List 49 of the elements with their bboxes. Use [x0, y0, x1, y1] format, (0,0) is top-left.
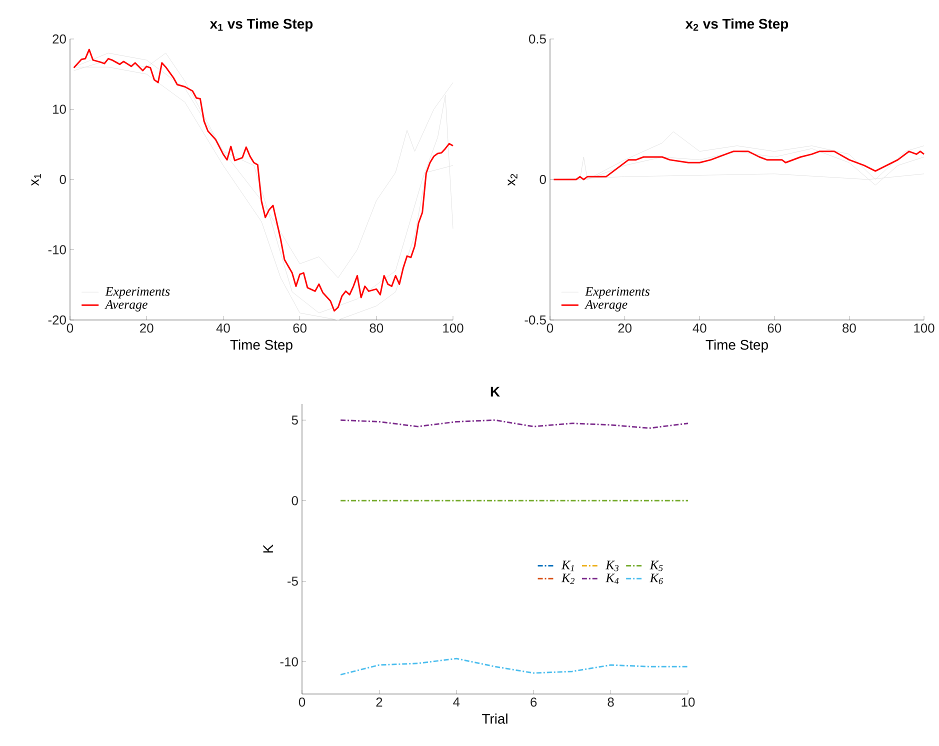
y-tick-label: 0: [540, 174, 546, 184]
x-tick-label: 40: [216, 324, 230, 333]
legend-label: Experiments: [105, 287, 170, 298]
x-tick-label: 20: [618, 324, 632, 333]
x-tick-label: 20: [140, 324, 154, 333]
legend-label: K$_{4}$: [606, 574, 619, 584]
x-tick-label: 40: [692, 324, 706, 333]
y-tick-label: 0.5: [528, 34, 546, 44]
x-tick-label: 80: [842, 324, 856, 333]
x-tick-label: 10: [682, 698, 695, 707]
x-axis-title: Time Step: [706, 340, 768, 353]
legend-label: K$_{6}$: [650, 574, 663, 584]
y-axis-title: x$_{1}$: [31, 174, 41, 186]
y-tick-label: 10: [53, 104, 66, 114]
legend-label: K$_{1}$: [561, 560, 574, 572]
legend-label: K$_{2}$: [561, 574, 575, 584]
legend-label: K$_{3}$: [606, 560, 619, 572]
legend-label: Average: [104, 300, 148, 312]
x-tick-label: 4: [453, 698, 460, 706]
legend-label: K$_{5}$: [650, 560, 663, 572]
legend-label: Experiments: [585, 287, 650, 298]
y-tick-label: -10: [48, 245, 66, 254]
y-axis-title: K: [263, 544, 273, 553]
chart-title: K: [490, 386, 500, 396]
x-tick-label: 0: [66, 324, 74, 333]
y-tick-label: -10: [280, 657, 298, 666]
x-tick-label: 2: [376, 698, 382, 707]
x-tick-label: 6: [530, 698, 537, 707]
y-tick-label: -5: [288, 576, 298, 586]
y-tick-label: 0: [292, 496, 298, 506]
chart-title: x$_{2}$ vs Time Step: [685, 18, 788, 32]
x-tick-label: 0: [298, 698, 306, 707]
x-tick-label: 100: [914, 324, 934, 333]
x-tick-label: 8: [608, 698, 614, 707]
x-tick-label: 100: [443, 324, 464, 333]
chart-title: x$_{1}$ vs Time Step: [210, 18, 313, 32]
y-tick-label: -0.5: [524, 315, 546, 325]
y-tick-label: 20: [52, 34, 66, 44]
y-tick-label: -20: [48, 315, 66, 325]
legend-label: Average: [584, 300, 628, 312]
x-axis-title: Trial: [482, 714, 508, 724]
x-tick-label: 60: [293, 324, 307, 333]
y-axis-title: x$_{2}$: [508, 174, 518, 186]
y-tick-label: 0: [60, 174, 66, 184]
x-tick-label: 0: [546, 324, 554, 333]
x-axis-title: Time Step: [230, 340, 292, 353]
y-tick-label: 5: [292, 416, 298, 425]
x-tick-label: 80: [370, 324, 384, 333]
x-tick-label: 60: [768, 324, 782, 333]
